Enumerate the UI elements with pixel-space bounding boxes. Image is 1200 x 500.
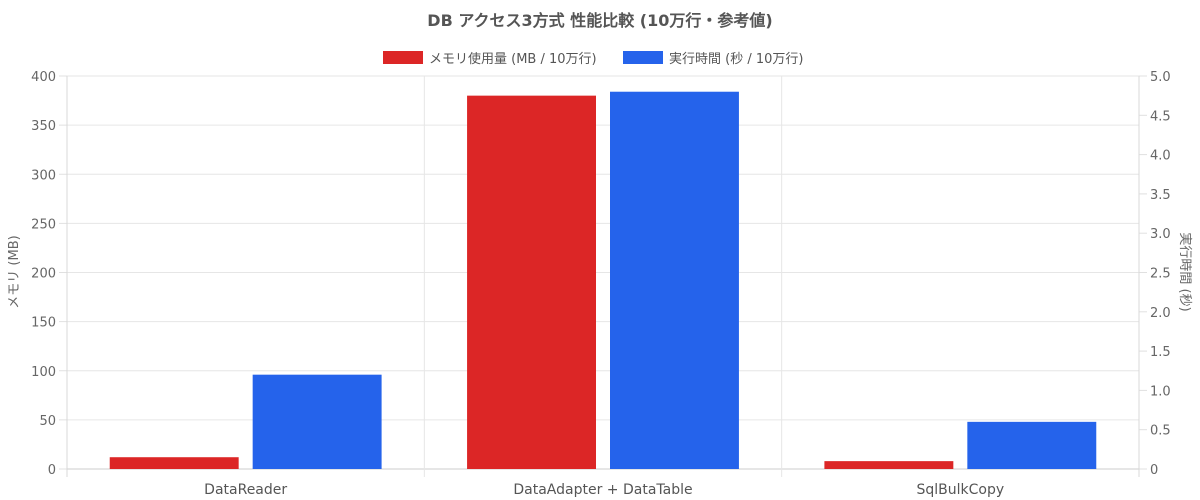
y-left-tick-label: 150: [31, 316, 56, 331]
y-left-tick-label: 350: [31, 119, 56, 134]
y-right-tick-label: 4.5: [1150, 109, 1171, 124]
tick-labels-group: 0 50 100 150 200 250 300 350 400 0 0.5 1.0 1.5 2.0 2.5…: [31, 70, 1171, 498]
chart-legend: メモリ使用量 (MB / 10万行) 実行時間 (秒 / 10万行): [383, 51, 803, 67]
y-right-tick-label: 4.0: [1150, 149, 1171, 164]
y-right-tick-label: 2.0: [1150, 306, 1171, 321]
bar-memory-1: [467, 95, 596, 470]
y-left-tick-label: 300: [31, 168, 56, 183]
y-right-tick-label: 1.0: [1150, 384, 1171, 399]
y-left-tick-label: 250: [31, 217, 56, 232]
y-right-tick-label: 5.0: [1150, 70, 1171, 85]
bar-memory-0: [109, 457, 239, 469]
legend-swatch-memory: [383, 51, 423, 64]
y-left-tick-label: 100: [31, 365, 56, 380]
y-left-tick-label: 0: [48, 463, 56, 478]
legend-swatch-time: [623, 51, 663, 64]
y-right-tick-label: 3.0: [1150, 227, 1171, 242]
chart-title: DB アクセス3方式 性能比較 (10万行・参考値): [427, 11, 772, 30]
x-category-label: SqlBulkCopy: [917, 482, 1005, 498]
bar-time-1: [610, 91, 739, 469]
bar-memory-2: [824, 461, 954, 469]
y-left-tick-label: 400: [31, 70, 56, 85]
grid-lines: [59, 75, 1147, 477]
y-right-tick-label: 0.5: [1150, 424, 1171, 439]
legend-label-memory: メモリ使用量 (MB / 10万行): [429, 51, 597, 67]
y-right-tick-label: 0: [1150, 463, 1158, 478]
bars-group: [109, 91, 1097, 470]
y-right-tick-label: 2.5: [1150, 267, 1171, 282]
bar-time-0: [252, 374, 382, 469]
bar-time-2: [967, 421, 1097, 469]
y-left-tick-label: 50: [39, 414, 56, 429]
y-right-tick-label: 1.5: [1150, 345, 1171, 360]
y-axis-left-title: メモリ (MB): [7, 235, 22, 308]
x-category-label: DataAdapter + DataTable: [513, 482, 692, 498]
y-left-tick-label: 200: [31, 267, 56, 282]
y-right-tick-label: 3.5: [1150, 188, 1171, 203]
y-axis-right-title: 実行時間 (秒): [1177, 232, 1193, 311]
legend-label-time: 実行時間 (秒 / 10万行): [669, 51, 803, 67]
x-category-label: DataReader: [204, 482, 287, 498]
